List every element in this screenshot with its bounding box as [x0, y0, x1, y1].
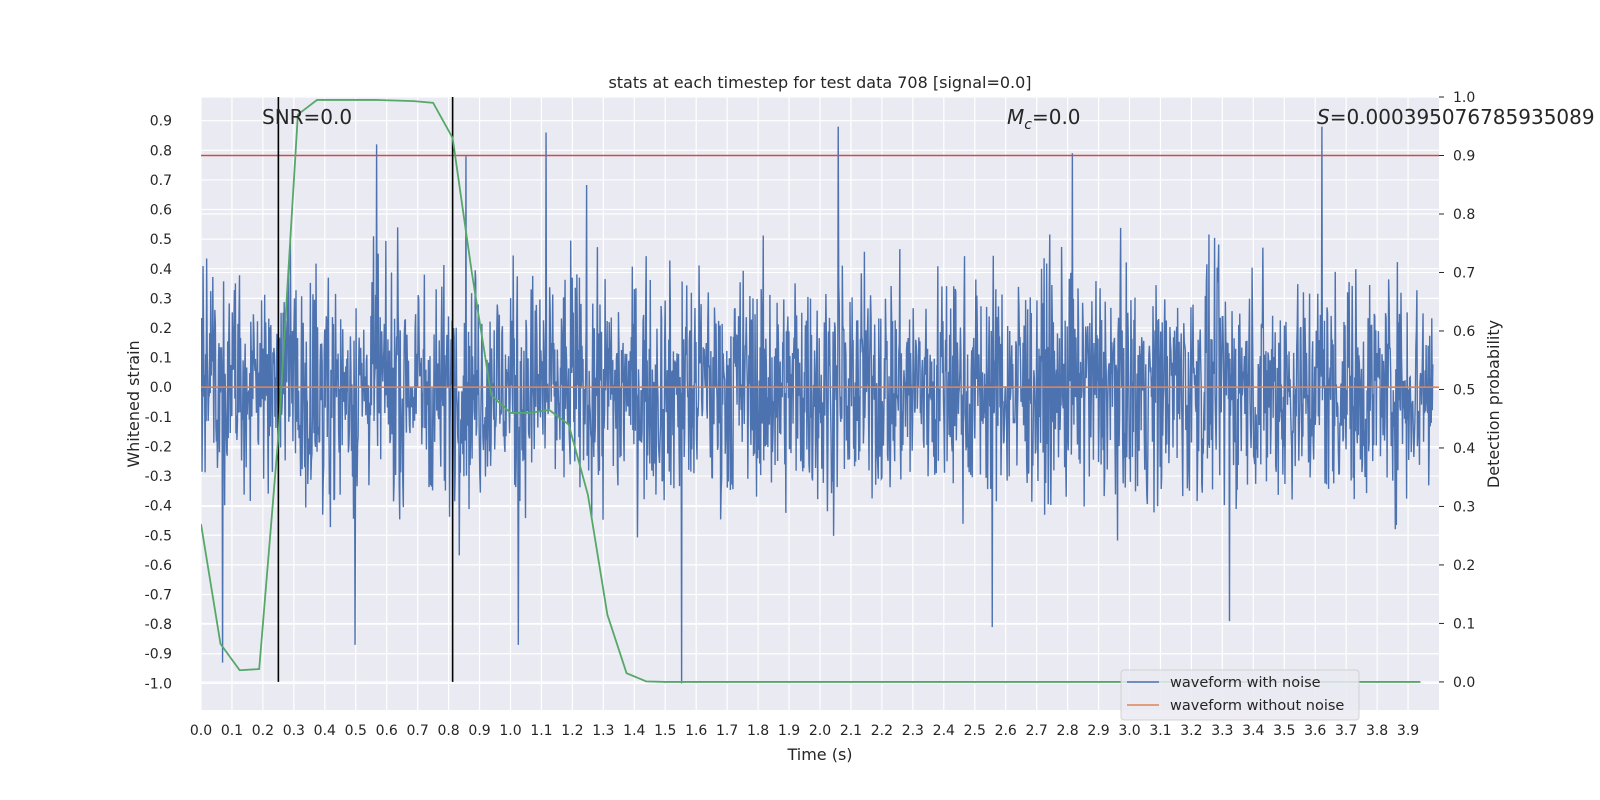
x-tick-label: 0.4 — [314, 723, 336, 739]
y2-tick-label: 0.5 — [1453, 382, 1475, 398]
x-tick-label: 2.8 — [1056, 723, 1078, 739]
chart-title: stats at each timestep for test data 708… — [608, 73, 1031, 92]
x-axis-label: Time (s) — [786, 745, 852, 764]
series-waveform-with-noise — [201, 126, 1434, 684]
x-tick-label: 3.6 — [1304, 723, 1326, 739]
y2-tick-labels: 1.0 0.9 0.8 0.7 0.6 0.5 0.4 0.3 0.2 0.1 0.0 — [1439, 90, 1475, 691]
x-tick-label: 3.0 — [1118, 723, 1140, 739]
y-tick-label: 0.7 — [150, 173, 172, 189]
x-tick-label: 2.6 — [995, 723, 1017, 739]
y-tick-label: 0.6 — [150, 203, 172, 219]
legend-label-noise: waveform with noise — [1170, 675, 1321, 691]
vertical-markers — [277, 97, 454, 682]
x-tick-label: 0.5 — [345, 723, 367, 739]
x-tick-label: 2.7 — [1026, 723, 1048, 739]
legend-box — [1120, 669, 1360, 721]
x-tick-label: 0.9 — [468, 723, 490, 739]
y2-tick-label: 0.3 — [1453, 499, 1475, 515]
y2-tick-label: 0.7 — [1453, 265, 1475, 281]
x-tick-label: 0.7 — [407, 723, 429, 739]
legend-label-no-noise: waveform without noise — [1170, 698, 1344, 714]
y2-axis-label: Detection probability — [1484, 320, 1503, 488]
y-tick-label: -0.9 — [145, 647, 172, 663]
x-tick-label: 2.2 — [871, 723, 893, 739]
x-tick-label: 3.4 — [1242, 723, 1264, 739]
y2-tick-label: 0.0 — [1453, 675, 1475, 691]
y-tick-label: -0.5 — [145, 528, 172, 544]
y2-tick-label: 1.0 — [1453, 90, 1475, 106]
y-tick-label: -0.7 — [145, 588, 172, 604]
x-tick-label: 0.2 — [252, 723, 274, 739]
x-tick-label: 0.3 — [283, 723, 305, 739]
y-tick-label: -0.3 — [145, 469, 172, 485]
x-tick-label: 2.0 — [809, 723, 831, 739]
x-tick-label: 1.9 — [778, 723, 800, 739]
y-tick-label: -0.8 — [145, 617, 172, 633]
x-tick-label: 1.1 — [530, 723, 552, 739]
y-tick-label: 0.4 — [150, 262, 172, 278]
y-tick-label: 0.1 — [150, 351, 172, 367]
noise-line — [201, 126, 1434, 684]
x-tick-label: 2.4 — [933, 723, 955, 739]
y-tick-label: 0.9 — [150, 114, 172, 130]
x-tick-label: 1.0 — [499, 723, 521, 739]
x-tick-label: 3.5 — [1273, 723, 1295, 739]
y-tick-label: -0.6 — [145, 558, 172, 574]
x-tick-label: 3.8 — [1366, 723, 1388, 739]
x-tick-label: 1.5 — [654, 723, 676, 739]
x-tick-label: 3.9 — [1397, 723, 1419, 739]
y-tick-label: 0.5 — [150, 232, 172, 248]
s-symbol: S — [1317, 105, 1330, 129]
chirp-mass-annotation: Mc=0.0 — [1007, 105, 1081, 133]
series-detection-probability — [201, 99, 1421, 683]
s-annotation: S=0.000395076785935089 — [1317, 105, 1595, 129]
x-tick-label: 0.0 — [190, 723, 212, 739]
chirp-mass-symbol: M — [1007, 105, 1024, 129]
x-tick-label: 1.2 — [561, 723, 583, 739]
x-tick-label: 2.1 — [840, 723, 862, 739]
x-tick-label: 3.1 — [1149, 723, 1171, 739]
y-tick-label: -0.2 — [145, 439, 172, 455]
chirp-mass-value: =0.0 — [1032, 105, 1081, 129]
x-tick-label: 0.6 — [376, 723, 398, 739]
x-tick-label: 1.3 — [592, 723, 614, 739]
y2-tick-label: 0.8 — [1453, 207, 1475, 223]
x-tick-label: 2.3 — [902, 723, 924, 739]
x-tick-label: 2.5 — [964, 723, 986, 739]
y-tick-label: -0.4 — [145, 499, 172, 515]
y-tick-labels: 0.9 0.8 0.7 0.6 0.5 0.4 0.3 0.2 0.1 0.0 -0.1 -0.2 -0… — [145, 114, 172, 693]
y-tick-label: -1.0 — [145, 676, 172, 692]
y2-tick-label: 0.6 — [1453, 324, 1475, 340]
x-tick-label: 1.4 — [623, 723, 645, 739]
x-tick-label: 1.8 — [747, 723, 769, 739]
x-tick-label: 3.3 — [1211, 723, 1233, 739]
probability-line — [201, 99, 1421, 683]
y-tick-label: 0.3 — [150, 291, 172, 307]
x-tick-labels: 0.0 0.1 0.2 0.3 0.4 0.5 0.6 0.7 0.8 0.9 1.0 1.1 1.2 1… — [190, 723, 1419, 739]
x-tick-label: 3.7 — [1335, 723, 1357, 739]
x-tick-label: 3.2 — [1180, 723, 1202, 739]
y-tick-label: 0.2 — [150, 321, 172, 337]
legend: waveform with noise waveform without noi… — [1120, 669, 1360, 721]
y2-tick-label: 0.4 — [1453, 441, 1475, 457]
x-tick-label: 1.7 — [716, 723, 738, 739]
y2-tick-label: 0.2 — [1453, 558, 1475, 574]
y-tick-label: -0.1 — [145, 410, 172, 426]
y-axis-label: Whitened strain — [124, 340, 143, 467]
y2-tick-label: 0.1 — [1453, 616, 1475, 632]
x-tick-label: 1.6 — [685, 723, 707, 739]
x-tick-label: 0.1 — [221, 723, 243, 739]
chirp-mass-subscript: c — [1024, 117, 1032, 133]
x-tick-label: 2.9 — [1087, 723, 1109, 739]
x-tick-label: 0.8 — [437, 723, 459, 739]
s-value: =0.000395076785935089 — [1330, 105, 1595, 129]
y-tick-label: 0.8 — [150, 143, 172, 159]
y2-tick-label: 0.9 — [1453, 148, 1475, 164]
y-tick-label: 0.0 — [150, 380, 172, 396]
y-gridlines — [201, 120, 1439, 684]
snr-annotation: SNR=0.0 — [262, 105, 352, 129]
